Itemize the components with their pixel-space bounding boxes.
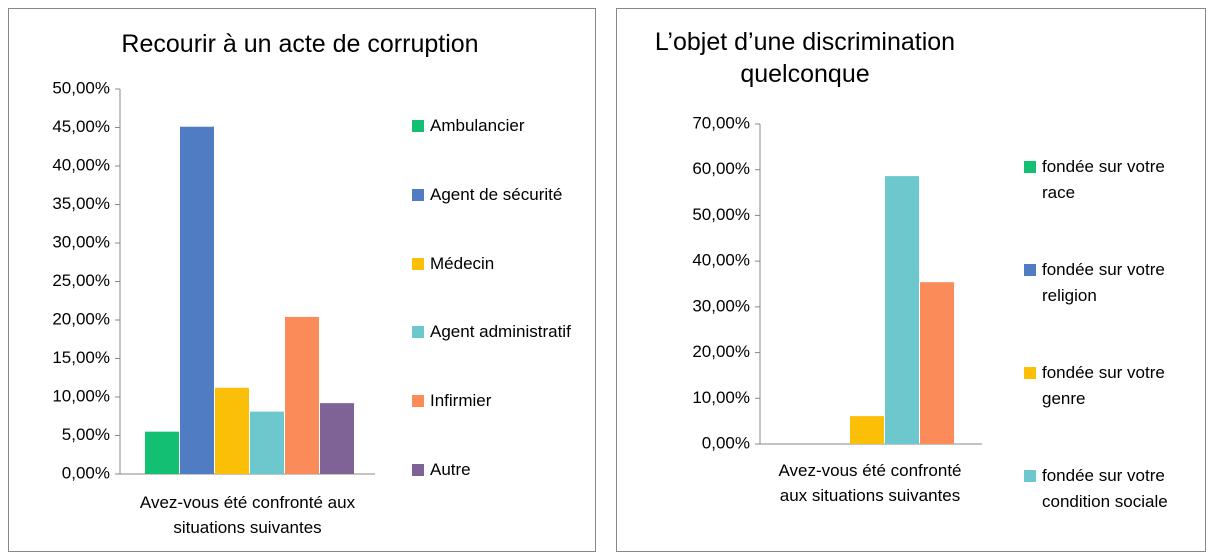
- y-tick-label: 5,00%: [62, 425, 110, 444]
- legend-label: fondée sur votre religion: [1042, 259, 1165, 305]
- legend-entry: Autre: [412, 457, 572, 483]
- legend-entry: fondée sur votre genre: [1024, 360, 1194, 412]
- legend-label: Agent administratif: [430, 322, 571, 342]
- legend-swatch: [412, 463, 424, 476]
- y-tick-label: 25,00%: [52, 271, 110, 290]
- bar: [320, 403, 354, 474]
- y-tick-label: 60,00%: [692, 159, 750, 178]
- legend-label: Ambulancier: [430, 116, 525, 136]
- legend-swatch: [412, 188, 424, 201]
- legend-entry: Médecin: [412, 251, 572, 277]
- y-tick-label: 30,00%: [692, 296, 750, 315]
- y-tick-label: 45,00%: [52, 117, 110, 136]
- legend-entry: Infirmier: [412, 388, 572, 414]
- bar: [920, 282, 954, 444]
- legend-label: Autre: [430, 459, 471, 479]
- legend-label: Agent de sécurité: [430, 184, 563, 204]
- chart-title: L’objet d’une discrimination quelconque: [654, 28, 956, 88]
- bar: [885, 176, 919, 444]
- y-tick-label: 0,00%: [62, 463, 110, 482]
- y-tick-label: 10,00%: [52, 386, 110, 405]
- x-tick-label: Avez-vous été confronté aux situations s…: [778, 461, 962, 505]
- chart-title: Recourir à un acte de corruption: [121, 30, 479, 58]
- x-tick-label: Avez-vous été confronté aux situations s…: [139, 493, 356, 537]
- legend-entry: Ambulancier: [412, 113, 572, 139]
- y-tick-label: 50,00%: [692, 205, 750, 224]
- y-tick-label: 0,00%: [702, 433, 750, 452]
- legend-label: Médecin: [430, 253, 495, 273]
- y-tick-label: 30,00%: [52, 232, 110, 251]
- bar: [215, 387, 249, 474]
- bar: [250, 411, 284, 474]
- legend-entry: fondée sur votre condition sociale: [1024, 463, 1194, 515]
- legend-swatch: [1024, 263, 1036, 276]
- bar: [145, 431, 179, 474]
- legend-swatch: [1024, 469, 1036, 482]
- legend-entry: fondée sur votre race: [1024, 154, 1194, 206]
- legend-swatch: [412, 394, 424, 407]
- legend-swatch: [1024, 160, 1036, 173]
- legend-swatch: [1024, 366, 1036, 379]
- legend-swatch: [412, 326, 424, 339]
- y-tick-label: 50,00%: [52, 78, 110, 97]
- chart-panel: [8, 8, 596, 552]
- legend: Ambulancier Agent de sécurité Médecin Agent…: [412, 92, 572, 504]
- legend-label: fondée sur votre genre: [1042, 362, 1165, 408]
- bar: [850, 416, 884, 444]
- legend-entry: Agent administratif: [412, 319, 572, 345]
- y-tick-label: 20,00%: [692, 342, 750, 361]
- y-tick-label: 10,00%: [692, 388, 750, 407]
- y-tick-label: 40,00%: [52, 155, 110, 174]
- legend-label: Infirmier: [430, 390, 492, 410]
- legend: fondée sur votre race fondée sur votre re…: [1024, 128, 1194, 540]
- legend-swatch: [412, 257, 424, 270]
- bar: [285, 316, 319, 474]
- legend-entry: fondée sur votre religion: [1024, 257, 1194, 309]
- y-tick-label: 35,00%: [52, 194, 110, 213]
- chart-panel: [616, 8, 1206, 552]
- legend-swatch: [412, 120, 424, 133]
- bar: [180, 126, 214, 474]
- legend-entry: Agent de sécurité: [412, 182, 572, 208]
- y-tick-label: 15,00%: [52, 348, 110, 367]
- legend-label: fondée sur votre race: [1042, 156, 1165, 202]
- y-tick-label: 20,00%: [52, 309, 110, 328]
- y-tick-label: 70,00%: [692, 113, 750, 132]
- legend-label: fondée sur votre condition sociale: [1042, 465, 1168, 511]
- y-tick-label: 40,00%: [692, 251, 750, 270]
